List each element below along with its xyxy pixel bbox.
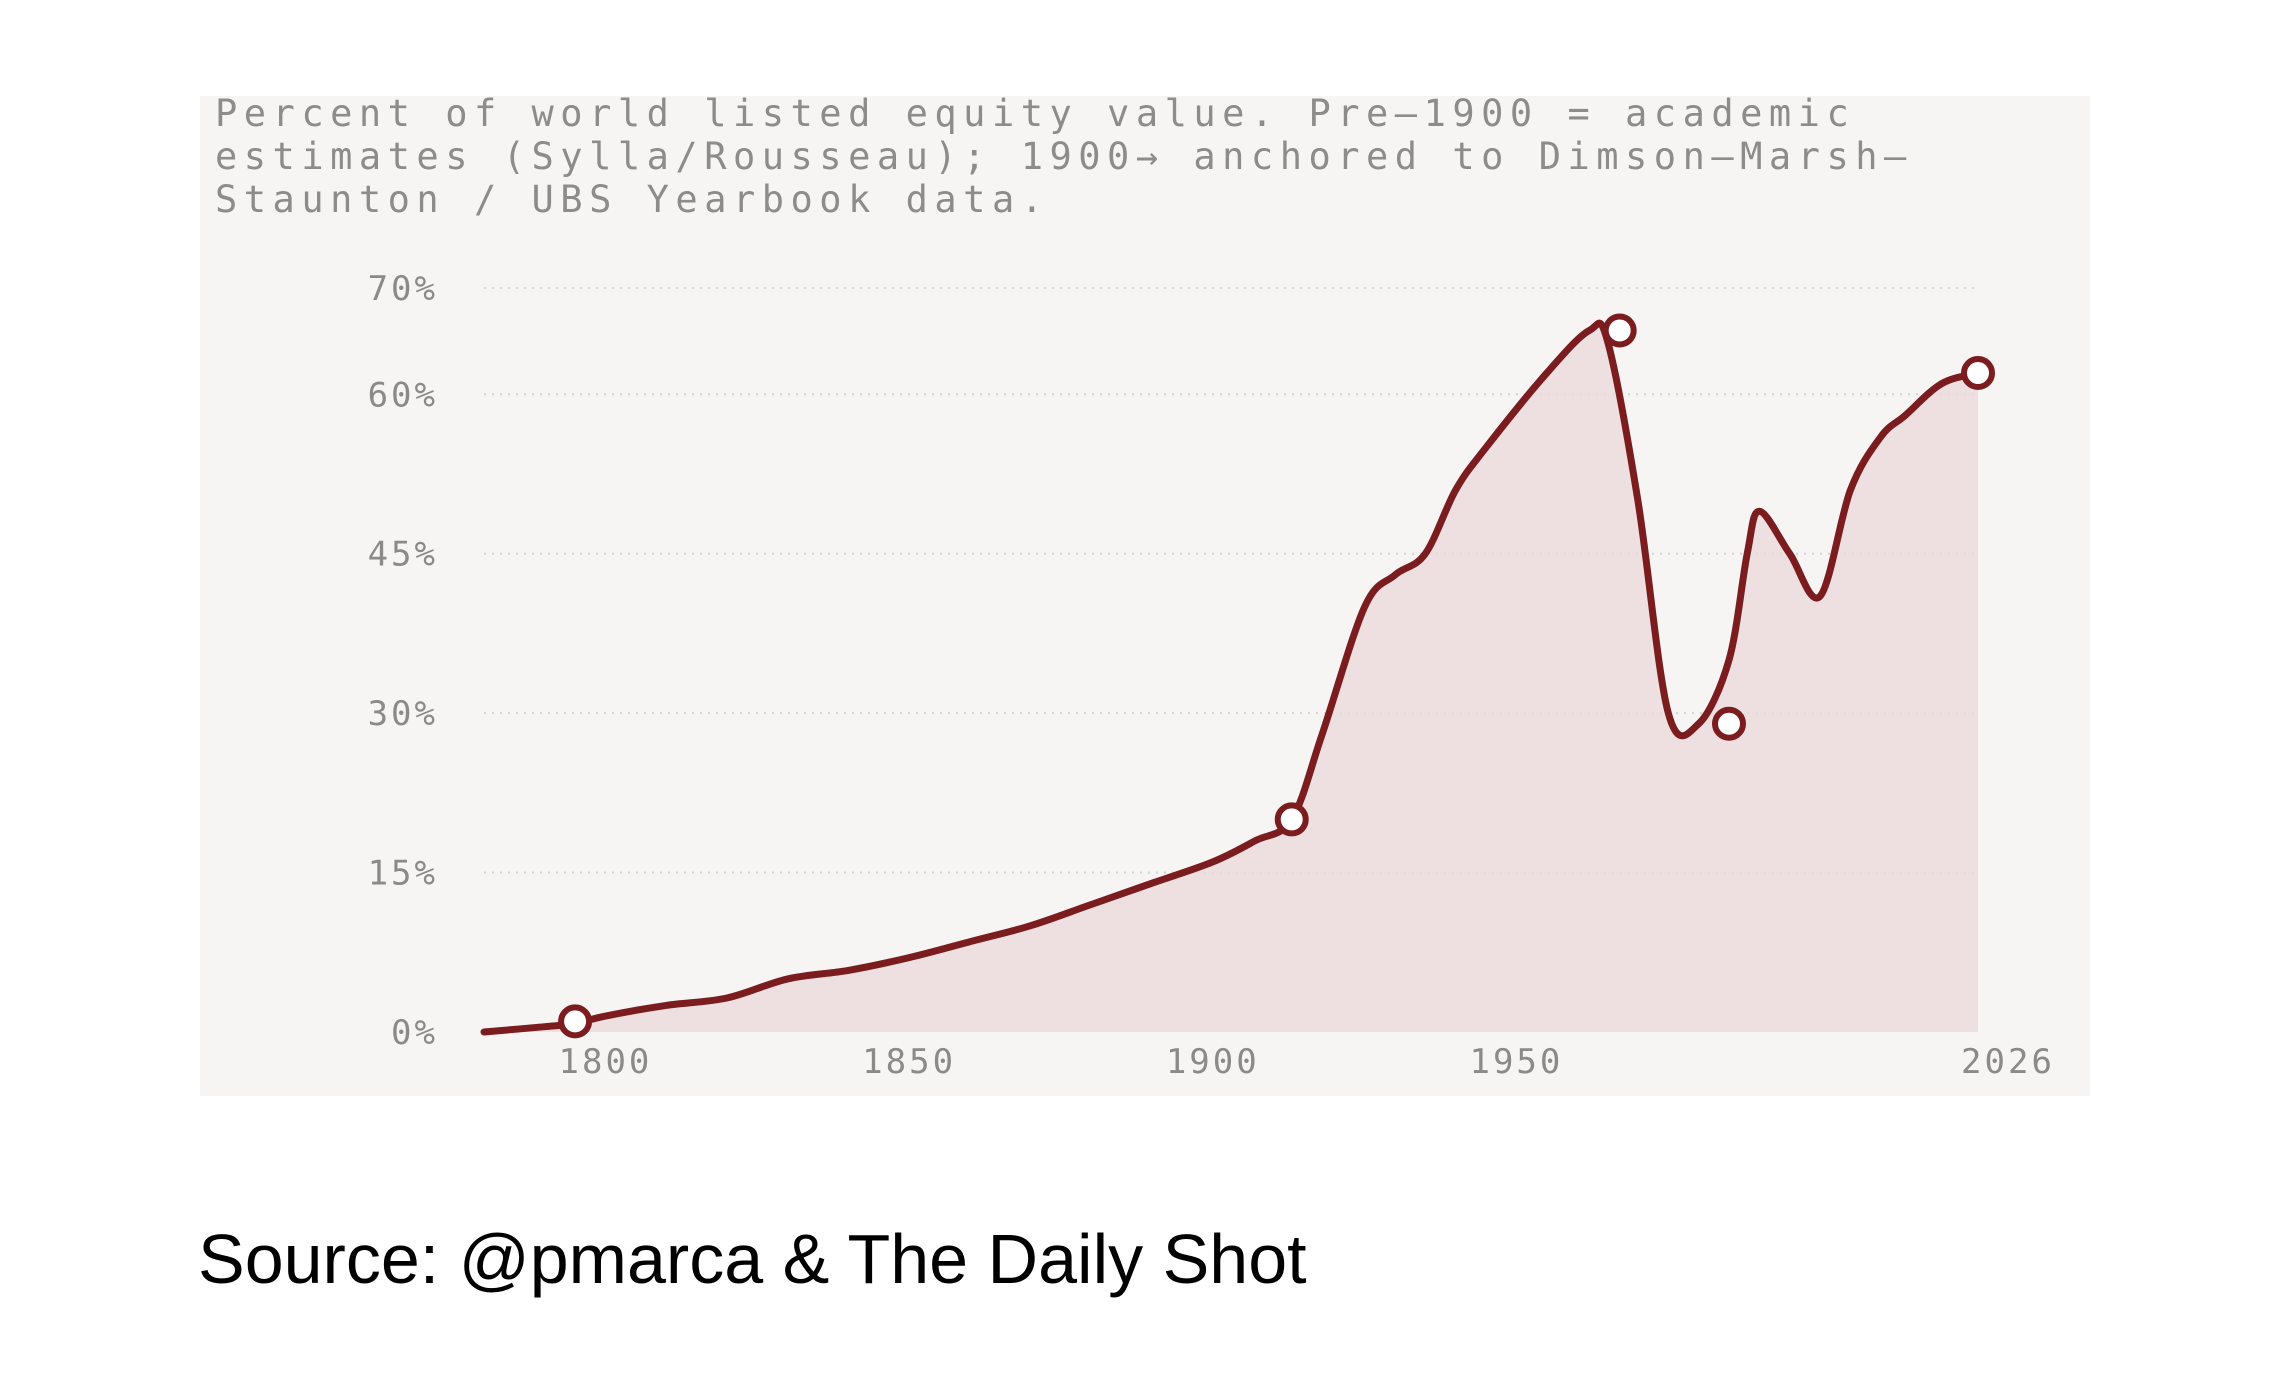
y-tick-label: 30%: [368, 694, 438, 734]
x-axis-ticks: 1800 1850 1900 1950 2026: [559, 1042, 2055, 1082]
y-tick-label: 0%: [391, 1013, 438, 1053]
series-line: [480, 319, 1982, 1036]
y-axis-ticks: 0% 15% 30% 45% 60% 70%: [368, 269, 438, 1053]
y-tick-label: 70%: [368, 269, 438, 309]
data-point-marker: [1961, 356, 1995, 391]
gridlines: [484, 287, 1978, 874]
x-tick-label: 2026: [1961, 1042, 2055, 1082]
data-point-marker: [1274, 802, 1309, 837]
x-tick-label: 1900: [1166, 1042, 1260, 1082]
y-tick-label: 45%: [368, 535, 438, 575]
series-area: [484, 323, 1978, 1033]
y-tick-label: 15%: [368, 854, 438, 894]
y-tick-label: 60%: [368, 375, 438, 415]
x-tick-label: 1800: [559, 1042, 653, 1082]
chart-subtitle: Percent of world listed equity value. Pr…: [215, 92, 1913, 221]
data-point-marker: [558, 1004, 593, 1039]
line-layer: [480, 319, 1982, 1036]
marker-layer: [558, 313, 1995, 1039]
source-note: Source: @pmarca & The Daily Shot: [198, 1220, 1307, 1298]
data-point-marker: [1602, 313, 1637, 348]
area-layer: [484, 323, 1978, 1033]
x-tick-label: 1850: [862, 1042, 956, 1082]
data-point-marker: [1712, 706, 1746, 741]
x-tick-label: 1950: [1469, 1042, 1563, 1082]
